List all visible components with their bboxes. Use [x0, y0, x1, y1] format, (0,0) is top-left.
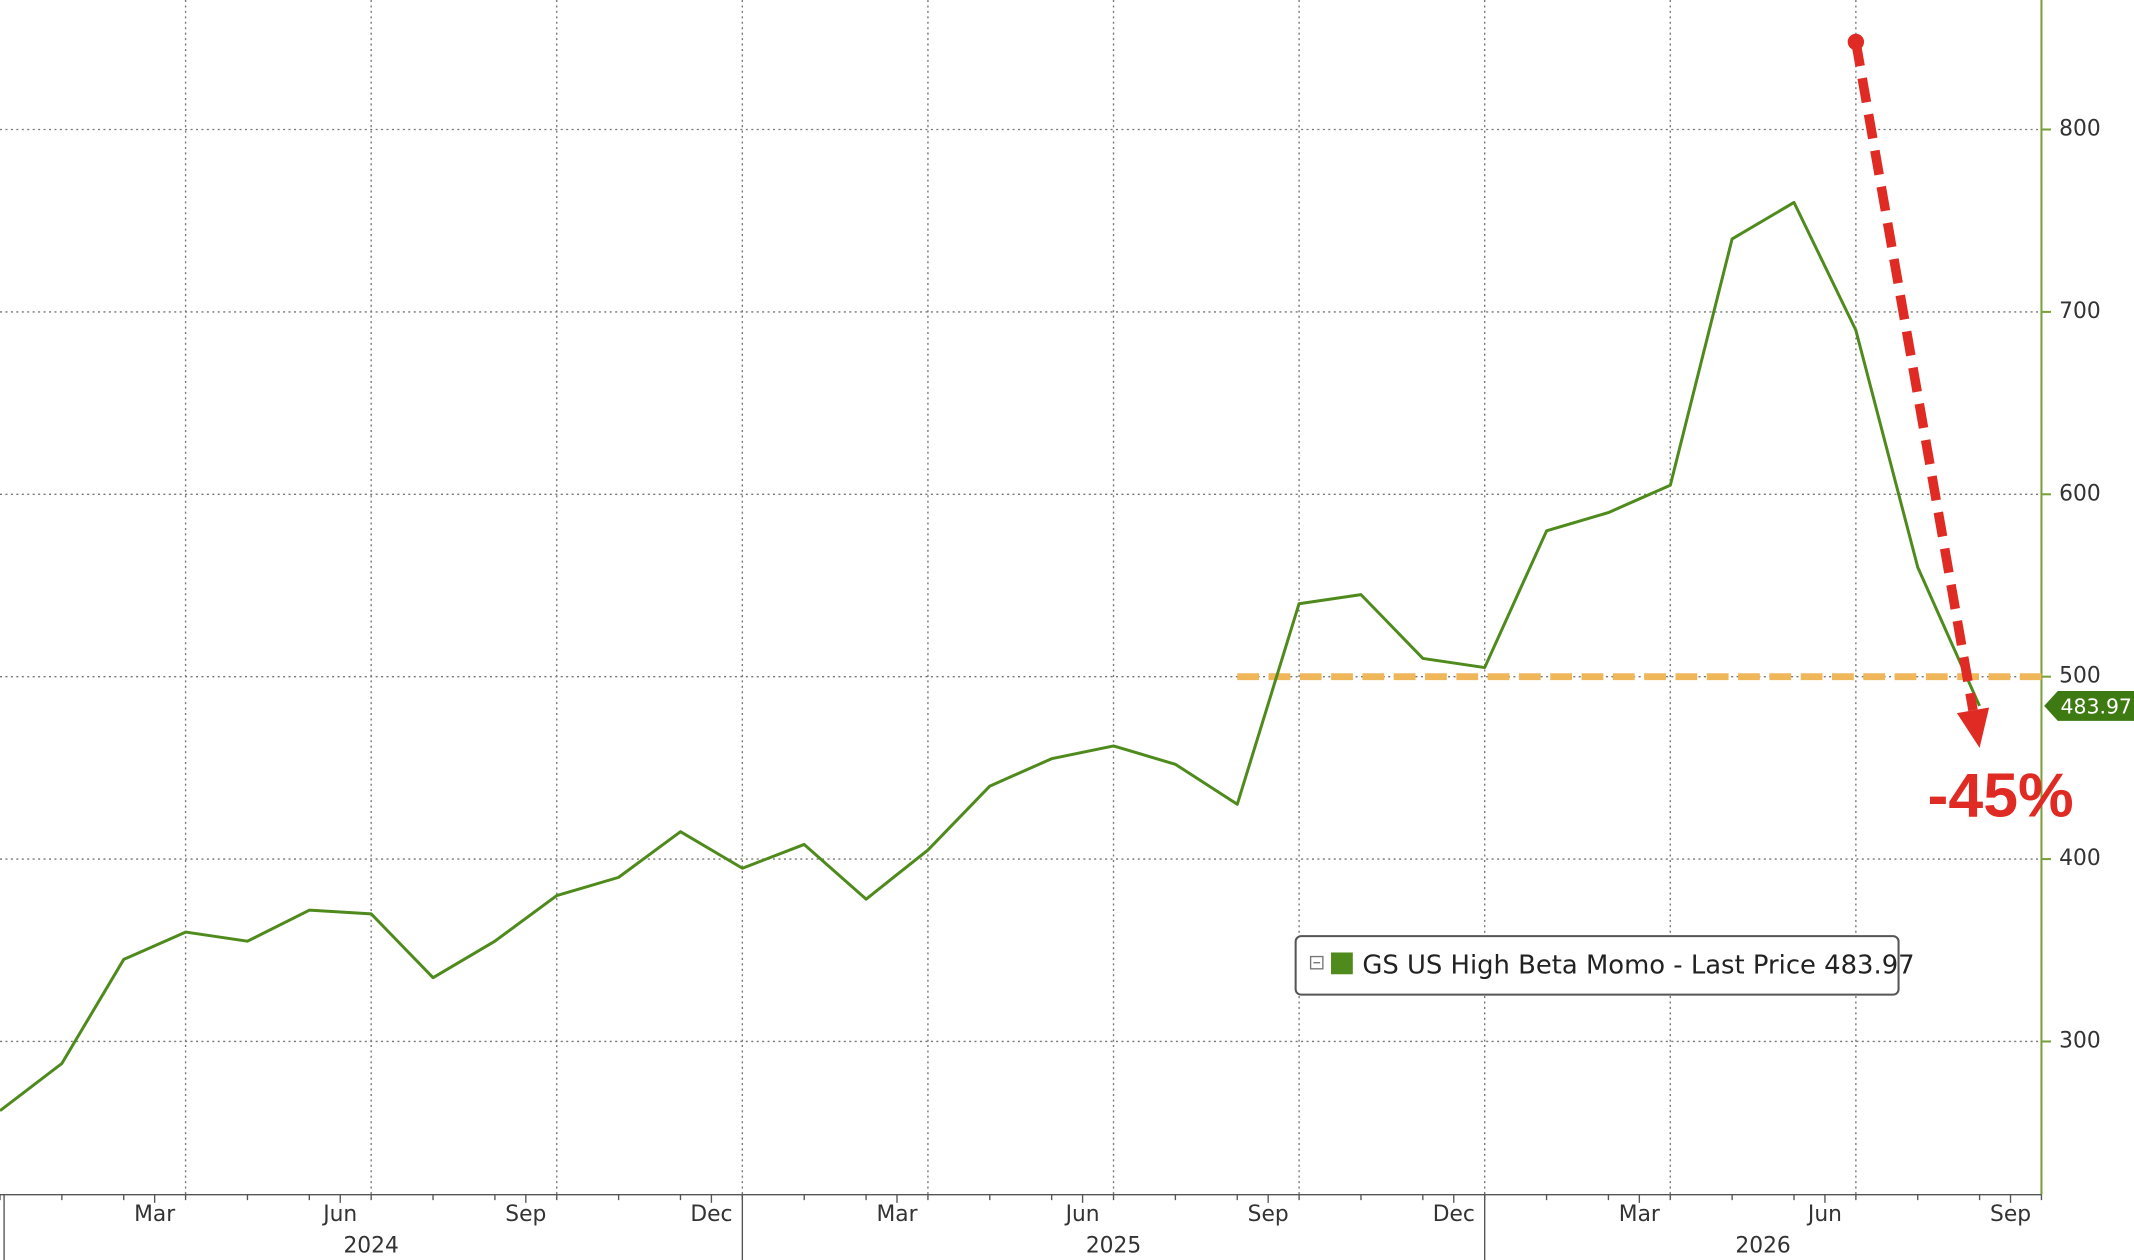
- x-tick-label: Mar: [1619, 1202, 1660, 1227]
- x-tick-label: Sep: [505, 1202, 546, 1227]
- year-label: 2024: [343, 1233, 398, 1258]
- x-tick-label: Dec: [1433, 1202, 1475, 1227]
- x-tick-label: Dec: [690, 1202, 732, 1227]
- annotation: -45%: [1928, 761, 2074, 831]
- x-tick-label: Jun: [321, 1202, 357, 1227]
- y-tick-label: 300: [2059, 1028, 2101, 1053]
- x-tick-label: Mar: [134, 1202, 175, 1227]
- y-tick-label: 800: [2059, 117, 2101, 142]
- legend-box: [1294, 935, 1900, 996]
- price-tag: [2044, 690, 2134, 721]
- arrow-head: [1956, 707, 1990, 748]
- y-tick-label: 700: [2059, 299, 2101, 324]
- x-tick-label: Sep: [1248, 1202, 1289, 1227]
- x-tick-label: Mar: [876, 1202, 917, 1227]
- price-line: [0, 200, 1981, 1112]
- year-label: 2026: [1735, 1233, 1790, 1258]
- year-label: 2025: [1086, 1233, 1141, 1258]
- y-tick-label: 600: [2059, 481, 2101, 506]
- x-tick-label: Jun: [1806, 1202, 1842, 1227]
- legend-icon: [1309, 955, 1324, 970]
- legend-label: GS US High Beta Momo - Last Price 483.97: [1362, 951, 1914, 981]
- y-tick-label: 500: [2059, 664, 2101, 689]
- legend: GS US High Beta Momo - Last Price 483.97: [1294, 935, 1915, 996]
- price-tag-label: 483.97: [2061, 694, 2132, 718]
- y-tick-label: 400: [2059, 846, 2101, 871]
- x-tick-label: Jun: [1064, 1202, 1100, 1227]
- arrow-shaft: [1851, 41, 1978, 712]
- x-tick-label: Sep: [1990, 1202, 2031, 1227]
- legend-swatch: [1331, 952, 1353, 975]
